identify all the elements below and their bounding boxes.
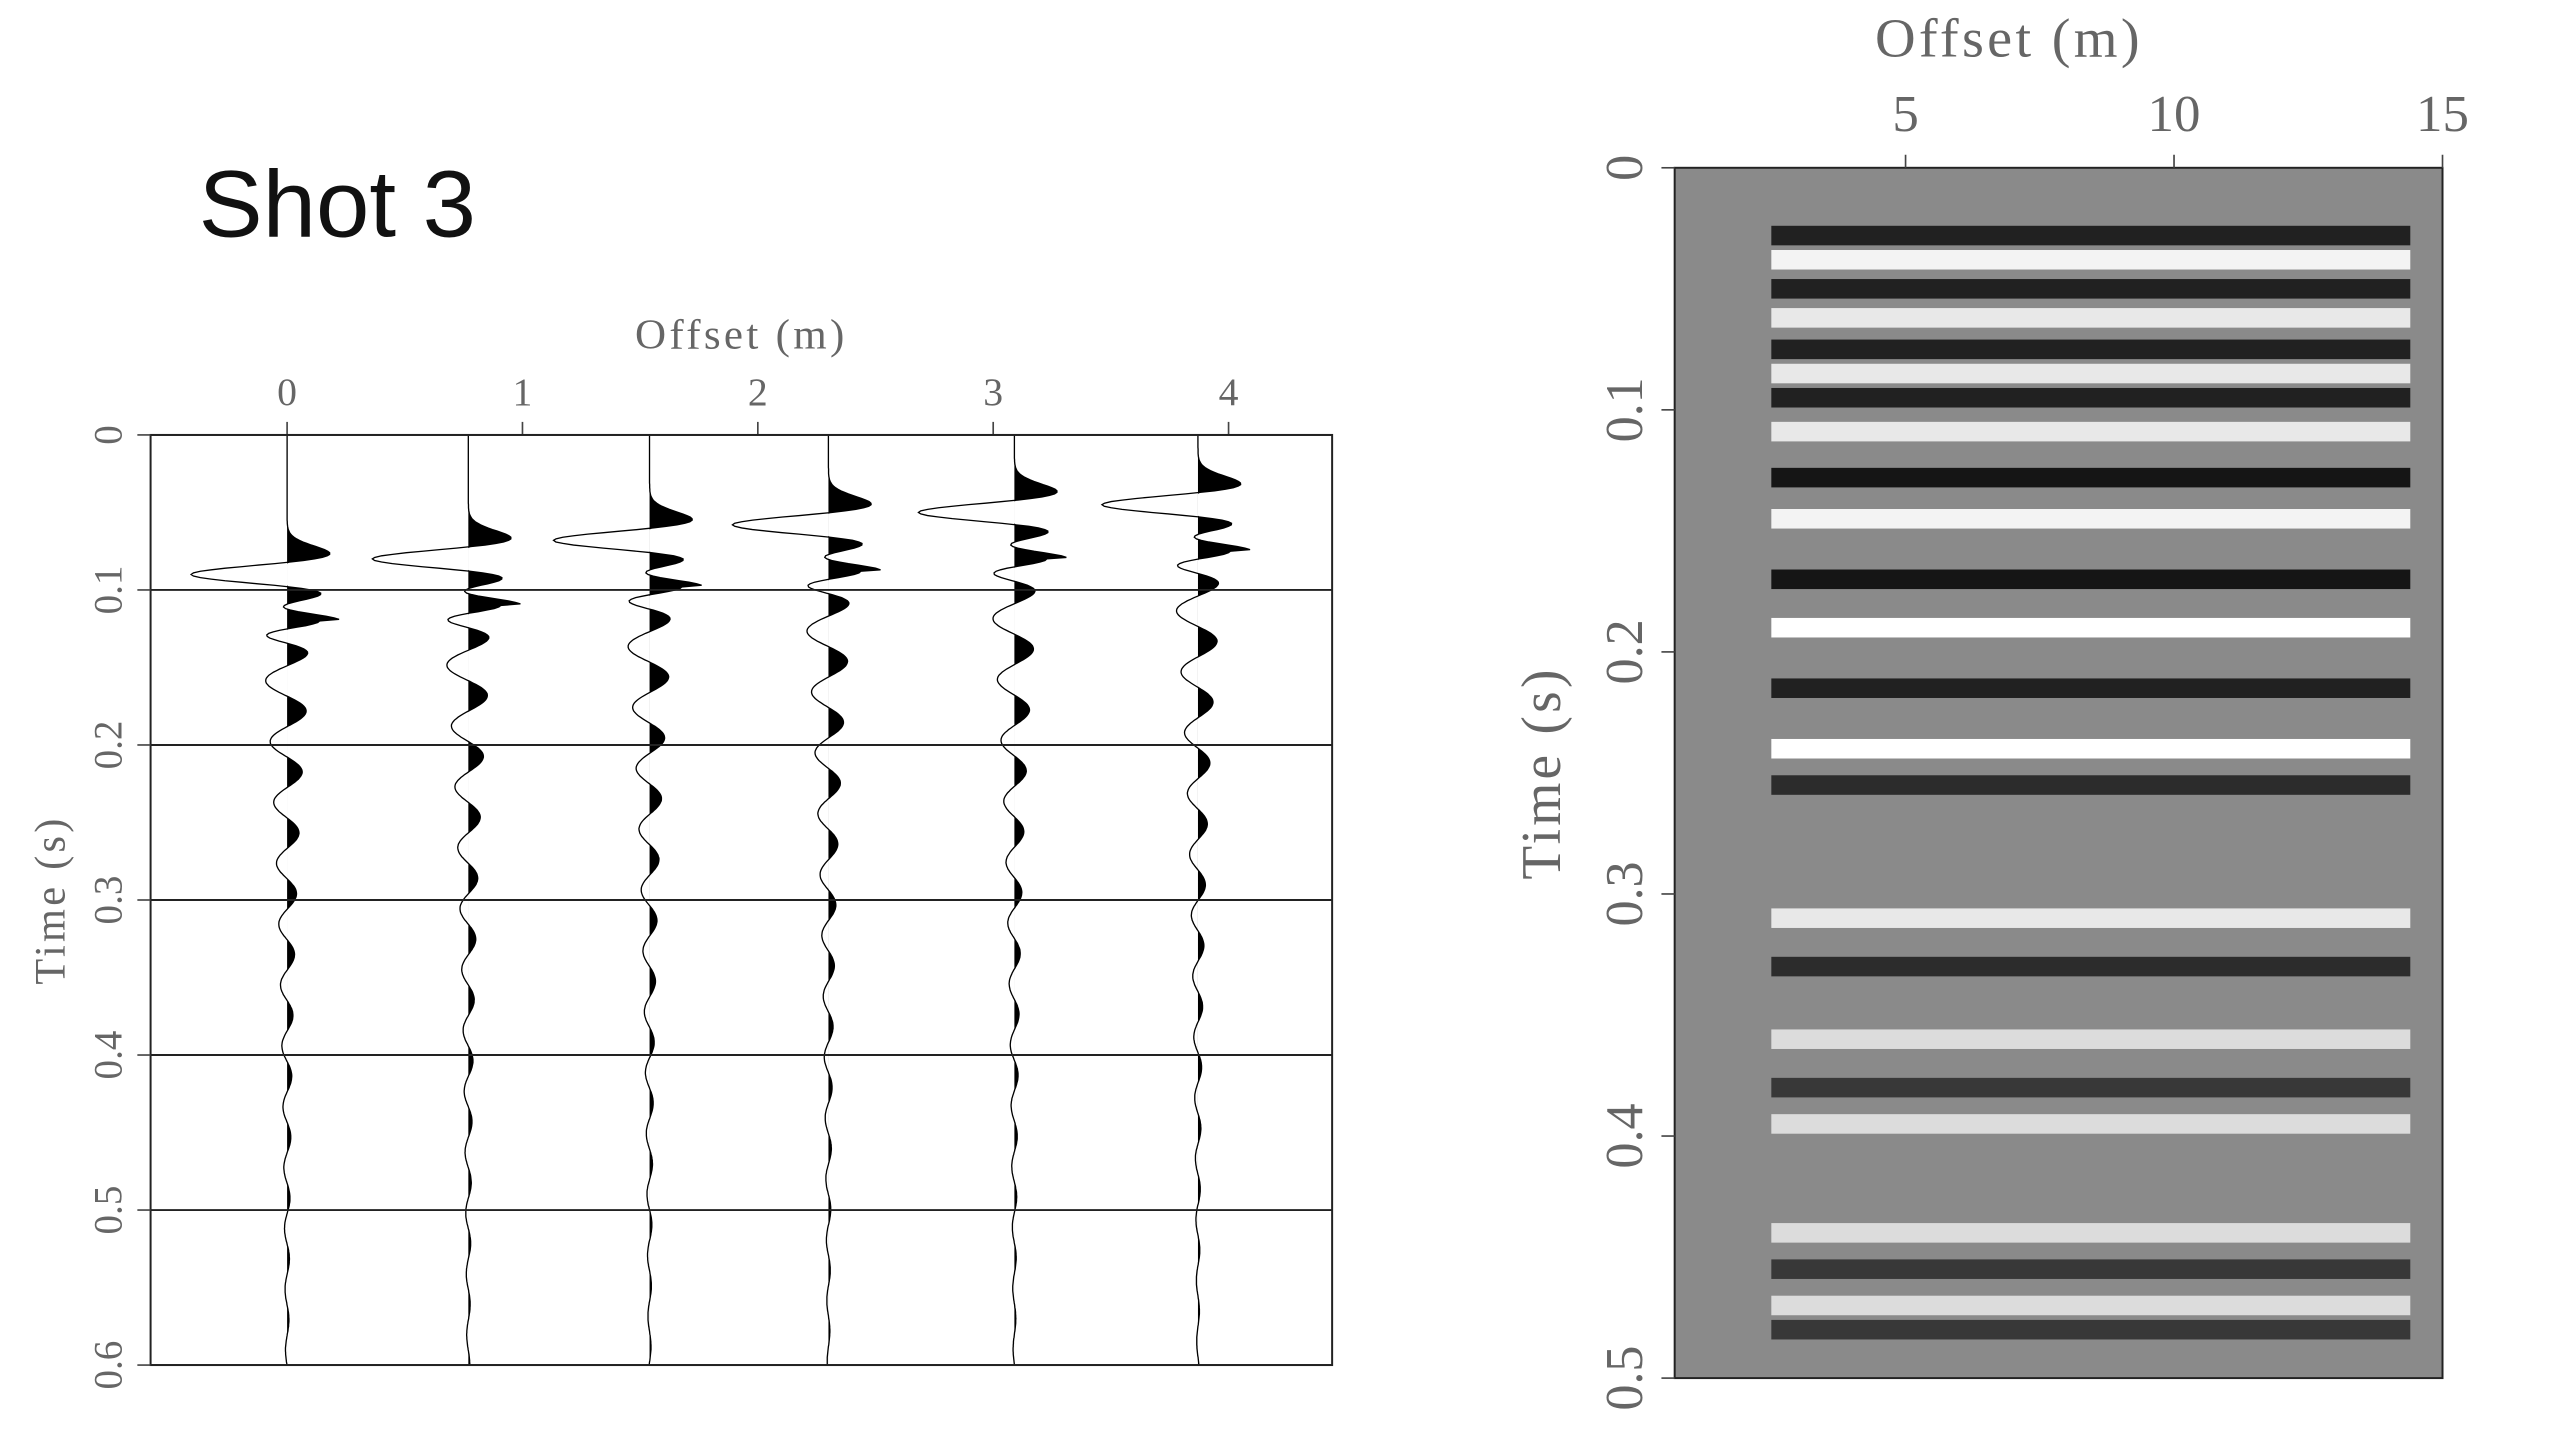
reflection-band	[1771, 1029, 2411, 1049]
reflection-band	[1771, 1114, 2411, 1134]
x-tick-label: 0	[277, 370, 297, 414]
y-tick-label: 0.3	[1596, 861, 1654, 926]
plot-frame	[1673, 166, 2444, 1380]
y-axis-label: Time (s)	[27, 815, 74, 984]
x-tick-label: 1	[513, 370, 533, 414]
y-tick-label: 0.2	[1596, 619, 1654, 684]
y-tick-label: 0.1	[1596, 377, 1654, 442]
y-tick-label: 0.4	[86, 1030, 130, 1079]
reflection-band	[1771, 509, 2411, 529]
reflection-band	[1771, 279, 2411, 299]
reflection-band	[1771, 249, 2411, 270]
y-tick-label: 0.2	[86, 721, 130, 770]
reflection-band	[1771, 339, 2411, 360]
y-tick-label: 0.5	[86, 1186, 130, 1235]
reflection-band	[1771, 1259, 2411, 1279]
slide-title: Shot 3	[199, 152, 476, 257]
reflection-band	[1771, 308, 2411, 328]
reflection-band	[1771, 1319, 2411, 1340]
reflection-band	[1771, 1223, 2411, 1243]
x-tick-label: 4	[1219, 370, 1239, 414]
reflection-band	[1771, 908, 2411, 928]
wiggle-fill	[1197, 434, 1251, 1366]
y-tick-label: 0.5	[1596, 1346, 1654, 1411]
reflection-band	[1771, 467, 2411, 488]
reflection-band	[1771, 678, 2411, 698]
reflection-band	[1771, 956, 2411, 977]
y-tick-label: 0	[1596, 155, 1654, 181]
reflection-band	[1771, 363, 2411, 384]
wiggle-fill	[287, 434, 340, 1366]
x-tick-label: 10	[2148, 85, 2201, 143]
x-axis-label: Offset (m)	[1875, 8, 2143, 70]
reflection-band	[1771, 569, 2411, 590]
y-tick-label: 0.4	[1596, 1103, 1654, 1168]
reflection-band	[1771, 775, 2411, 795]
reflection-band	[1771, 387, 2411, 408]
reflection-band	[1771, 421, 2411, 442]
x-tick-label: 2	[748, 370, 768, 414]
reflection-band	[1771, 225, 2411, 246]
reflection-band	[1771, 617, 2411, 638]
x-tick-label: 5	[1892, 85, 1918, 143]
y-tick-label: 0	[86, 425, 130, 445]
x-tick-label: 3	[983, 370, 1003, 414]
x-axis-label: Offset (m)	[635, 312, 848, 359]
reflection-band	[1771, 1077, 2411, 1098]
reflection-band	[1771, 738, 2411, 759]
wiggle-fill	[1014, 434, 1067, 1366]
wiggle-fill	[468, 434, 521, 1366]
reflection-band	[1771, 1295, 2411, 1316]
y-tick-label: 0.6	[86, 1341, 130, 1390]
wiggle-fill	[828, 434, 881, 1366]
y-axis-label: Time (s)	[1511, 666, 1573, 879]
y-tick-label: 0.3	[86, 876, 130, 925]
x-tick-label: 15	[2416, 85, 2469, 143]
y-tick-label: 0.1	[86, 566, 130, 615]
